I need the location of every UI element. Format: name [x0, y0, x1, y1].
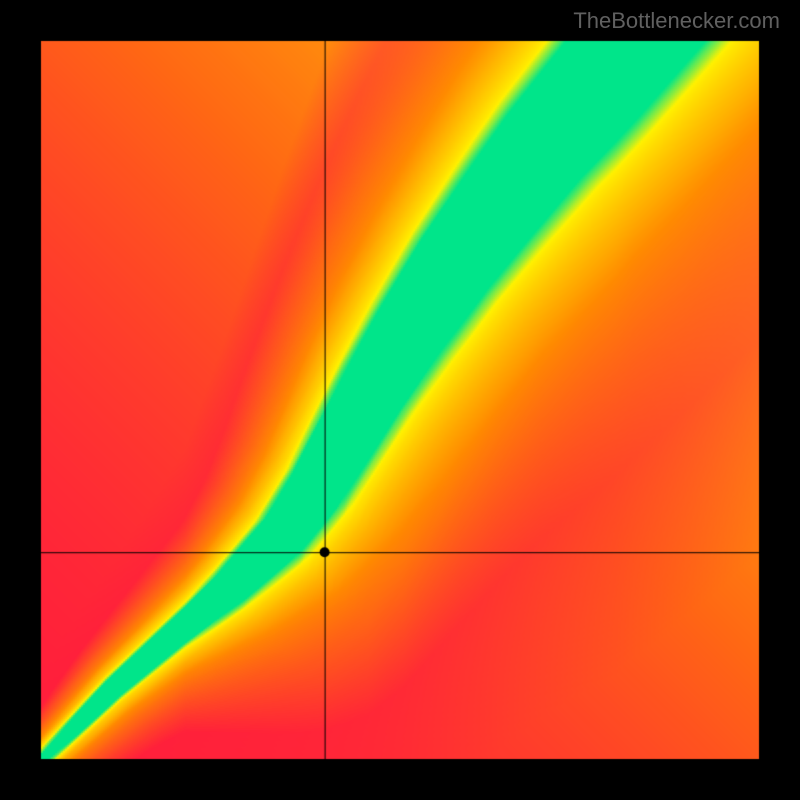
- watermark-text: TheBottlenecker.com: [573, 8, 780, 34]
- bottleneck-heatmap: [0, 0, 800, 800]
- chart-container: TheBottlenecker.com: [0, 0, 800, 800]
